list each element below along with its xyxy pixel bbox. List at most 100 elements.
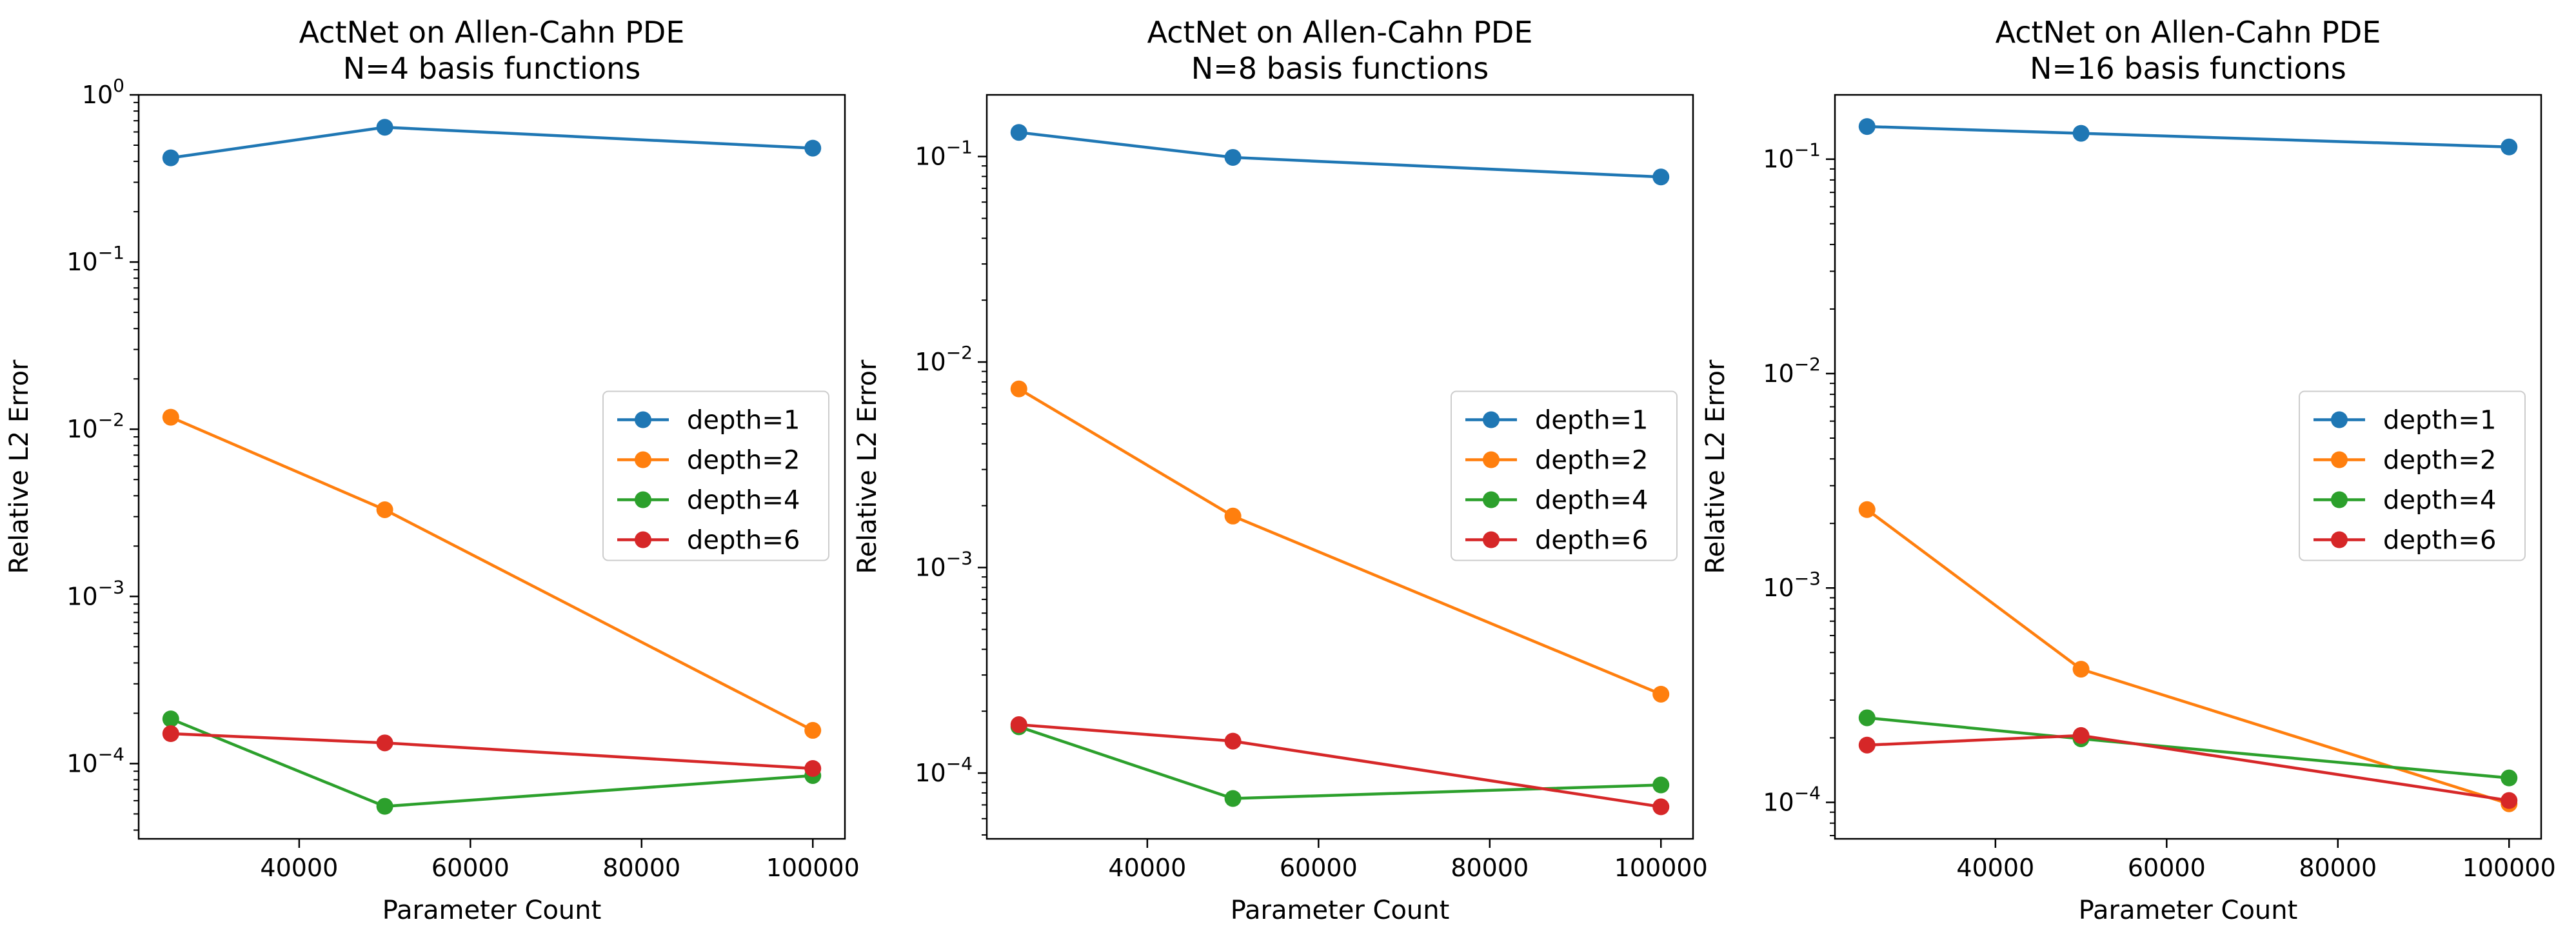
series-depth=1: [162, 119, 822, 166]
y-tick-label: 10−4: [1763, 783, 1821, 817]
x-axis-ticks: 40000 60000 80000 100000: [1956, 839, 2556, 882]
legend-marker: [1483, 411, 1500, 428]
series-line: [170, 732, 813, 770]
data-point: [2072, 727, 2090, 744]
x-tick-label: 100000: [1614, 854, 1708, 882]
y-tick-label: 10−2: [915, 342, 973, 376]
legend-marker: [2331, 451, 2348, 468]
x-tick-label: 40000: [1108, 854, 1186, 882]
chart-title-line-2: N=4 basis functions: [343, 51, 640, 86]
legend-box: [2299, 390, 2526, 561]
legend-label: depth=1: [687, 406, 800, 436]
y-tick-exponent: −4: [1794, 783, 1821, 804]
y-tick-label: 10−1: [66, 242, 124, 276]
plot-frame: [986, 94, 1694, 840]
y-tick-label: 10−3: [915, 548, 973, 582]
legend-item-depth=4: depth=4: [2313, 486, 2496, 516]
legend-box: [1451, 390, 1678, 561]
x-tick-label: 80000: [602, 854, 680, 882]
data-point: [804, 759, 822, 777]
chart-title-line-1: ActNet on Allen-Cahn PDE: [299, 15, 685, 50]
data-point: [1858, 501, 1876, 518]
legend-item-depth=1: depth=1: [1465, 406, 1648, 436]
data-point: [1224, 732, 1242, 750]
legend-item-depth=2: depth=2: [2313, 446, 2496, 476]
data-point: [1010, 380, 1027, 397]
y-tick-base: 10: [66, 248, 97, 276]
series-line: [1018, 130, 1661, 179]
x-axis-label: Parameter Count: [382, 896, 602, 925]
legend-label: depth=6: [1535, 526, 1648, 556]
y-axis-ticks: 10−110−210−310−4: [915, 137, 987, 836]
legend-label: depth=4: [2383, 486, 2496, 516]
y-tick-base: 10: [1763, 574, 1794, 602]
legend-item-depth=2: depth=2: [617, 446, 800, 476]
chart-title-line-2: N=8 basis functions: [1191, 51, 1489, 86]
data-point: [162, 725, 179, 743]
x-tick-label: 60000: [1280, 854, 1358, 882]
legend-label: depth=1: [2383, 406, 2496, 436]
legend-label: depth=4: [1535, 486, 1648, 516]
y-tick-label: 100: [82, 75, 124, 109]
series-depth=1: [1010, 124, 1670, 186]
data-point: [1224, 148, 1242, 166]
legend-item-depth=6: depth=6: [1465, 526, 1648, 556]
y-tick-base: 10: [1763, 359, 1794, 388]
y-tick-base: 10: [82, 81, 113, 109]
y-tick-label: 10−3: [66, 576, 124, 610]
legend-label: depth=2: [2383, 446, 2496, 476]
legend-marker: [635, 451, 651, 468]
y-tick-exponent: −2: [1794, 354, 1821, 375]
legend-item-depth=6: depth=6: [617, 526, 800, 556]
y-tick-exponent: −3: [946, 548, 973, 569]
legend-label: depth=6: [687, 526, 800, 556]
series-line: [1867, 716, 2510, 779]
y-tick-label: 10−2: [66, 409, 124, 443]
data-point: [1652, 685, 1670, 703]
data-point: [1010, 716, 1027, 734]
y-tick-exponent: −2: [98, 409, 124, 430]
y-axis-label: Relative L2 Error: [5, 359, 34, 574]
data-point: [1652, 798, 1670, 816]
x-tick-label: 100000: [2462, 854, 2556, 882]
series-depth=6: [1858, 727, 2518, 809]
y-tick-exponent: −3: [98, 576, 124, 598]
series-depth=6: [1010, 716, 1670, 816]
y-tick-label: 10−4: [915, 753, 973, 787]
series-depth=2: [1010, 380, 1670, 703]
data-point: [2501, 769, 2518, 787]
series-line: [170, 125, 813, 159]
y-tick-base: 10: [66, 749, 97, 778]
data-point: [376, 734, 393, 752]
data-point: [1652, 168, 1670, 186]
legend-item-depth=2: depth=2: [1465, 446, 1648, 476]
legend-marker: [1483, 531, 1500, 548]
x-axis-ticks: 40000 60000 80000 100000: [260, 839, 860, 882]
y-tick-exponent: −4: [946, 753, 973, 774]
data-point: [2072, 125, 2090, 142]
y-tick-base: 10: [915, 554, 946, 582]
y-tick-base: 10: [66, 582, 97, 610]
data-point: [162, 149, 179, 166]
legend: depth=1 depth=2 depth=4 depth=6: [602, 390, 829, 561]
y-tick-exponent: −1: [98, 242, 124, 263]
data-point: [804, 721, 822, 739]
y-tick-base: 10: [1763, 145, 1794, 174]
data-point: [1858, 709, 1876, 727]
y-tick-base: 10: [915, 759, 946, 787]
y-tick-base: 10: [66, 415, 97, 443]
legend-box: [602, 390, 829, 561]
legend-marker: [635, 411, 651, 428]
x-axis-label: Parameter Count: [1231, 896, 1450, 925]
y-tick-exponent: 0: [113, 75, 124, 96]
legend-item-depth=4: depth=4: [617, 486, 800, 516]
legend-label: depth=2: [1535, 446, 1648, 476]
legend-item-depth=4: depth=4: [1465, 486, 1648, 516]
data-point: [376, 119, 393, 136]
data-point: [162, 408, 179, 426]
y-tick-exponent: −1: [946, 137, 973, 158]
legend: depth=1 depth=2 depth=4 depth=6: [2299, 390, 2526, 561]
